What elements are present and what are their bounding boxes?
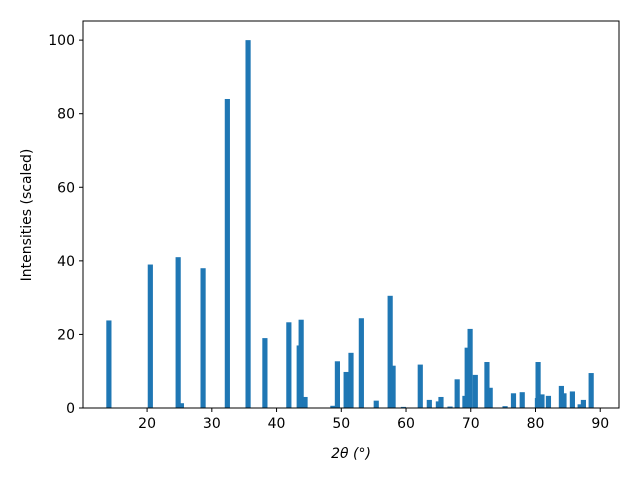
bar [348,352,354,408]
bar [487,387,493,408]
bar [519,392,525,408]
bar [472,374,478,408]
bar [245,40,251,409]
bar [302,396,308,408]
y-tick-label: 60 [57,180,75,196]
bar [343,371,349,408]
bar [577,404,583,408]
bar [358,318,364,408]
bar [286,322,292,408]
bar [400,406,407,408]
bar [200,268,206,408]
bar [387,295,393,408]
bar [561,393,567,408]
bar [535,362,541,408]
bar [426,399,432,408]
y-axis-label: Intensities (scaled) [19,149,35,282]
bar [390,365,396,408]
bar [178,403,184,408]
bar [438,396,444,408]
x-tick-label: 20 [138,416,156,432]
y-tick-label: 40 [57,254,75,270]
bar [262,338,268,408]
y-tick-label: 0 [66,401,75,417]
y-tick-label: 100 [48,33,75,49]
bar [373,400,379,408]
bar [147,264,153,408]
bar [588,373,594,408]
bar [447,406,453,408]
x-tick-label: 50 [332,416,350,432]
bar [106,320,112,408]
bar [569,391,575,408]
bar [545,395,552,408]
x-tick-label: 80 [527,416,545,432]
bar [330,405,336,408]
x-tick-label: 30 [203,416,221,432]
plot-frame [82,20,620,409]
bar [417,364,423,408]
x-tick-label: 90 [591,416,609,432]
bar [454,379,460,408]
bar [502,406,508,408]
y-tick-label: 80 [57,107,75,123]
x-tick-label: 40 [268,416,286,432]
y-tick-label: 20 [57,327,75,343]
bar [510,393,517,408]
x-axis-label: 2θ (°) [331,446,371,462]
bar [464,347,470,408]
bar [467,328,473,408]
bar [539,394,545,408]
bar [224,98,230,409]
bar [580,399,586,408]
x-tick-label: 70 [462,416,480,432]
bar [484,362,490,408]
bar [298,319,304,408]
bar [175,257,181,408]
bar [334,361,340,408]
x-tick-label: 60 [397,416,415,432]
